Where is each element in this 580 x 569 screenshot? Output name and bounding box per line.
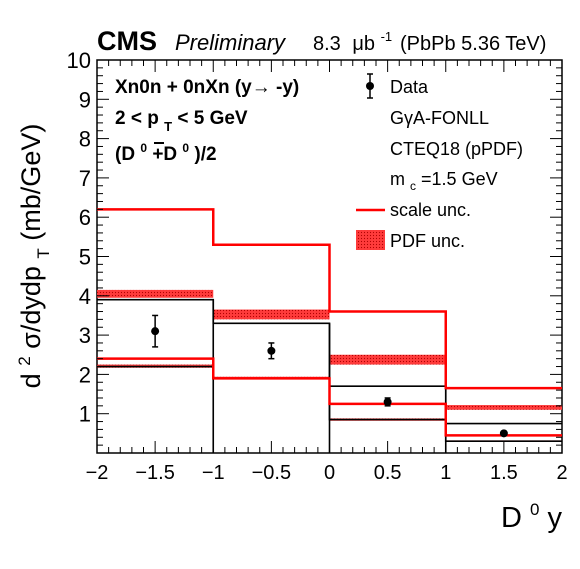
- selection-line1: Xn0n + 0nXn (y→ -y): [115, 77, 299, 98]
- selection-line3-c: )/2: [194, 144, 216, 165]
- x-tick-label: −1.5: [135, 462, 174, 484]
- legend-pdf-swatch: [356, 230, 385, 250]
- pdf-band-upper-1: [213, 309, 330, 320]
- legend-data-marker: [366, 82, 374, 90]
- y-tick-label: 3: [79, 323, 91, 348]
- selection-line2-post: < 5 GeV: [177, 108, 248, 129]
- y-axis-title-mid: σ/dydp: [16, 266, 46, 349]
- data-point-2: [383, 397, 392, 406]
- header-lumi-unit: μb: [352, 33, 375, 55]
- x-tick-label: 0.5: [374, 462, 402, 484]
- pdf-band-upper-0: [97, 289, 214, 298]
- x-axis-title-base: D: [501, 502, 522, 534]
- header-status: Preliminary: [175, 30, 287, 55]
- selection-line3-b: +D: [152, 144, 177, 165]
- x-tick-label: 2: [556, 462, 567, 484]
- data-points-layer: [151, 314, 508, 438]
- pdf-band-upper-2: [329, 354, 446, 365]
- selection-line3-a-sup: 0: [140, 141, 147, 155]
- central-histogram-layer: [97, 298, 562, 453]
- y-tick-label: 4: [79, 284, 91, 309]
- x-axis-title: D 0 y: [501, 490, 563, 534]
- selection-line2: 2 < p T < 5 GeV: [115, 108, 248, 136]
- legend-pdf-label: PDF unc.: [390, 231, 465, 251]
- y-axis-title-sup: 2: [15, 356, 34, 365]
- legend-mc-pre: m: [390, 169, 405, 189]
- x-tick-label: −1: [202, 462, 225, 484]
- header-experiment: CMS: [97, 26, 157, 56]
- selection-line2-sub: T: [164, 119, 172, 134]
- x-tick-label: −0.5: [252, 462, 291, 484]
- y-tick-label: 9: [79, 87, 91, 112]
- x-axis-title-rest: y: [548, 502, 563, 534]
- y-tick-label: 1: [79, 402, 91, 427]
- data-point-3: [499, 429, 508, 438]
- legend-scale-label: scale unc.: [390, 200, 471, 220]
- y-axis-title-unit: (mb/GeV): [16, 124, 46, 241]
- y-tick-label: 2: [79, 362, 91, 387]
- legend: Data GγA-FONLL CTEQ18 (pPDF) m c =1.5 Ge…: [356, 73, 523, 251]
- header-system: (PbPb 5.36 TeV): [400, 33, 546, 55]
- selection-line2-pre: 2 < p: [115, 108, 159, 129]
- data-point-1: [267, 346, 276, 355]
- x-axis-title-sup: 0: [530, 500, 539, 519]
- scale-upper-line: [97, 208, 562, 390]
- x-tick-label: 1.5: [490, 462, 518, 484]
- y-tick-label: 6: [79, 205, 91, 230]
- legend-pdfset-label: CTEQ18 (pPDF): [390, 139, 523, 159]
- data-point-0: [151, 327, 160, 336]
- y-tick-label: 10: [67, 48, 91, 73]
- legend-mc-sub: c: [410, 179, 416, 193]
- header-lumi-value: 8.3: [313, 33, 341, 55]
- y-tick-label: 8: [79, 127, 91, 152]
- legend-model-label: GγA-FONLL: [390, 108, 489, 128]
- legend-mc-post: =1.5 GeV: [421, 169, 498, 189]
- y-axis-title-d: d: [16, 373, 46, 388]
- x-tick-label: −2: [86, 462, 109, 484]
- header-lumi-exp: -1: [381, 29, 393, 44]
- y-axis-title: d 2 σ/dydp T (mb/GeV): [6, 124, 55, 389]
- legend-data-label: Data: [390, 77, 429, 97]
- scale-lower-line: [97, 357, 562, 437]
- header-lumi: 8.3 μb -1: [313, 29, 392, 55]
- y-tick-label: 5: [79, 245, 91, 270]
- selection-line3: (D 0 +D 0 )/2: [115, 136, 217, 165]
- y-axis-title-sub: T: [34, 248, 53, 258]
- selection-line3-b-sup: 0: [182, 141, 189, 155]
- legend-mc-label: m c =1.5 GeV: [390, 169, 498, 194]
- selection-line3-a: (D: [115, 144, 135, 165]
- scale-uncertainty-layer: [97, 208, 562, 437]
- x-tick-label: 0: [324, 462, 335, 484]
- x-tick-label: 1: [440, 462, 451, 484]
- pdf-band-upper-3: [445, 405, 562, 410]
- axis-ticks-layer: −2 −1.5 −1 −0.5 0 0.5 1 1.5 2 1 2 3 4 5 6 7 8 9 10: [67, 48, 568, 484]
- y-tick-label: 7: [79, 166, 91, 191]
